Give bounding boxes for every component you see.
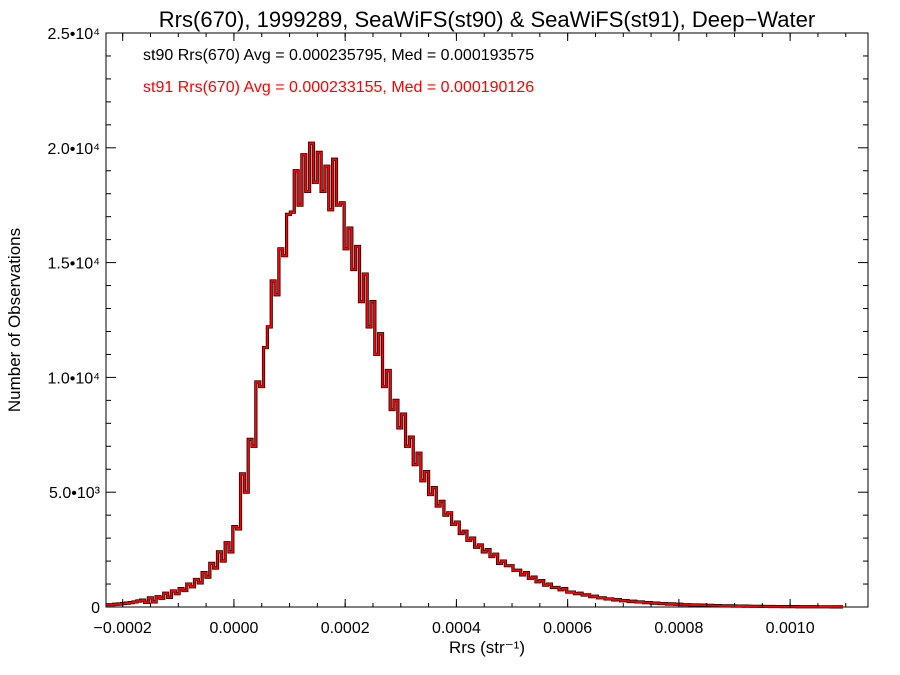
axis-ticks xyxy=(106,32,868,608)
y-tick-labels: 0 5.0•10³ 1.0•10⁴ 1.5•10⁴ 2.0•10⁴ 2.5•10⁴ xyxy=(47,26,100,617)
plot-frame xyxy=(105,32,869,608)
x-tick-label: 0.0010 xyxy=(766,620,815,637)
series-line-st91 xyxy=(106,142,844,608)
chart-title: Rrs(670), 1999289, SeaWiFS(st90) & SeaWi… xyxy=(159,7,815,32)
y-tick-label: 2.0•10⁴ xyxy=(47,141,100,158)
x-axis-label: Rrs (str⁻¹) xyxy=(449,638,525,657)
histogram-series xyxy=(106,141,844,609)
x-tick-label: 0.0008 xyxy=(654,620,703,637)
y-tick-label: 1.5•10⁴ xyxy=(47,256,100,273)
y-tick-label: 2.5•10⁴ xyxy=(47,26,100,43)
y-tick-label: 5.0•10³ xyxy=(49,485,101,502)
x-tick-label: 0.0004 xyxy=(432,620,481,637)
legend-st90-stats: st90 Rrs(670) Avg = 0.000235795, Med = 0… xyxy=(143,47,534,64)
y-tick-label: 0 xyxy=(91,600,100,617)
x-tick-label: 0.0000 xyxy=(209,620,258,637)
x-tick-labels: −0.0002 0.0000 0.0002 0.0004 0.0006 0.0008 0.0… xyxy=(94,620,815,637)
y-axis-label: Number of Observations xyxy=(5,228,24,412)
x-tick-label: 0.0006 xyxy=(543,620,592,637)
y-tick-label: 1.0•10⁴ xyxy=(47,370,100,387)
legend-st91-stats: st91 Rrs(670) Avg = 0.000233155, Med = 0… xyxy=(143,79,534,96)
x-tick-label: 0.0002 xyxy=(321,620,370,637)
x-tick-label: −0.0002 xyxy=(94,620,152,637)
plot-frame-rect xyxy=(105,32,869,608)
